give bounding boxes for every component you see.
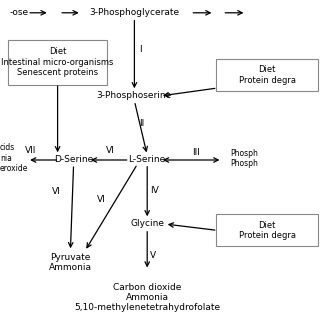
FancyBboxPatch shape [8, 40, 107, 85]
Text: VI: VI [52, 188, 60, 196]
Text: -ose: -ose [10, 8, 29, 17]
Text: II: II [139, 119, 144, 128]
FancyBboxPatch shape [216, 214, 318, 246]
Text: Phosph
Phosph: Phosph Phosph [230, 149, 258, 168]
Text: VI: VI [106, 146, 115, 155]
Text: Glycine: Glycine [130, 220, 164, 228]
Text: Pyruvate
Ammonia: Pyruvate Ammonia [49, 253, 92, 272]
Text: VI: VI [96, 196, 105, 204]
Text: Diet
Intestinal micro-organisms
Senescent proteins: Diet Intestinal micro-organisms Senescen… [1, 47, 114, 77]
Text: I: I [139, 45, 142, 54]
Text: Diet
Protein degra: Diet Protein degra [239, 221, 296, 240]
Text: cids
nia
eroxide: cids nia eroxide [0, 143, 28, 173]
Text: L-Serine: L-Serine [129, 156, 166, 164]
Text: VII: VII [25, 146, 36, 155]
Text: 3-Phosphoglycerate: 3-Phosphoglycerate [89, 8, 180, 17]
Text: Diet
Protein degra: Diet Protein degra [239, 66, 296, 85]
Text: 3-Phosphoserine: 3-Phosphoserine [97, 92, 172, 100]
Text: Carbon dioxide
Ammonia
5,10-methylenetetrahydrofolate: Carbon dioxide Ammonia 5,10-methylenetet… [74, 283, 220, 313]
Text: III: III [192, 148, 200, 157]
Text: IV: IV [150, 186, 158, 195]
FancyBboxPatch shape [216, 59, 318, 91]
Text: V: V [150, 252, 156, 260]
Text: D-Serine: D-Serine [54, 156, 93, 164]
